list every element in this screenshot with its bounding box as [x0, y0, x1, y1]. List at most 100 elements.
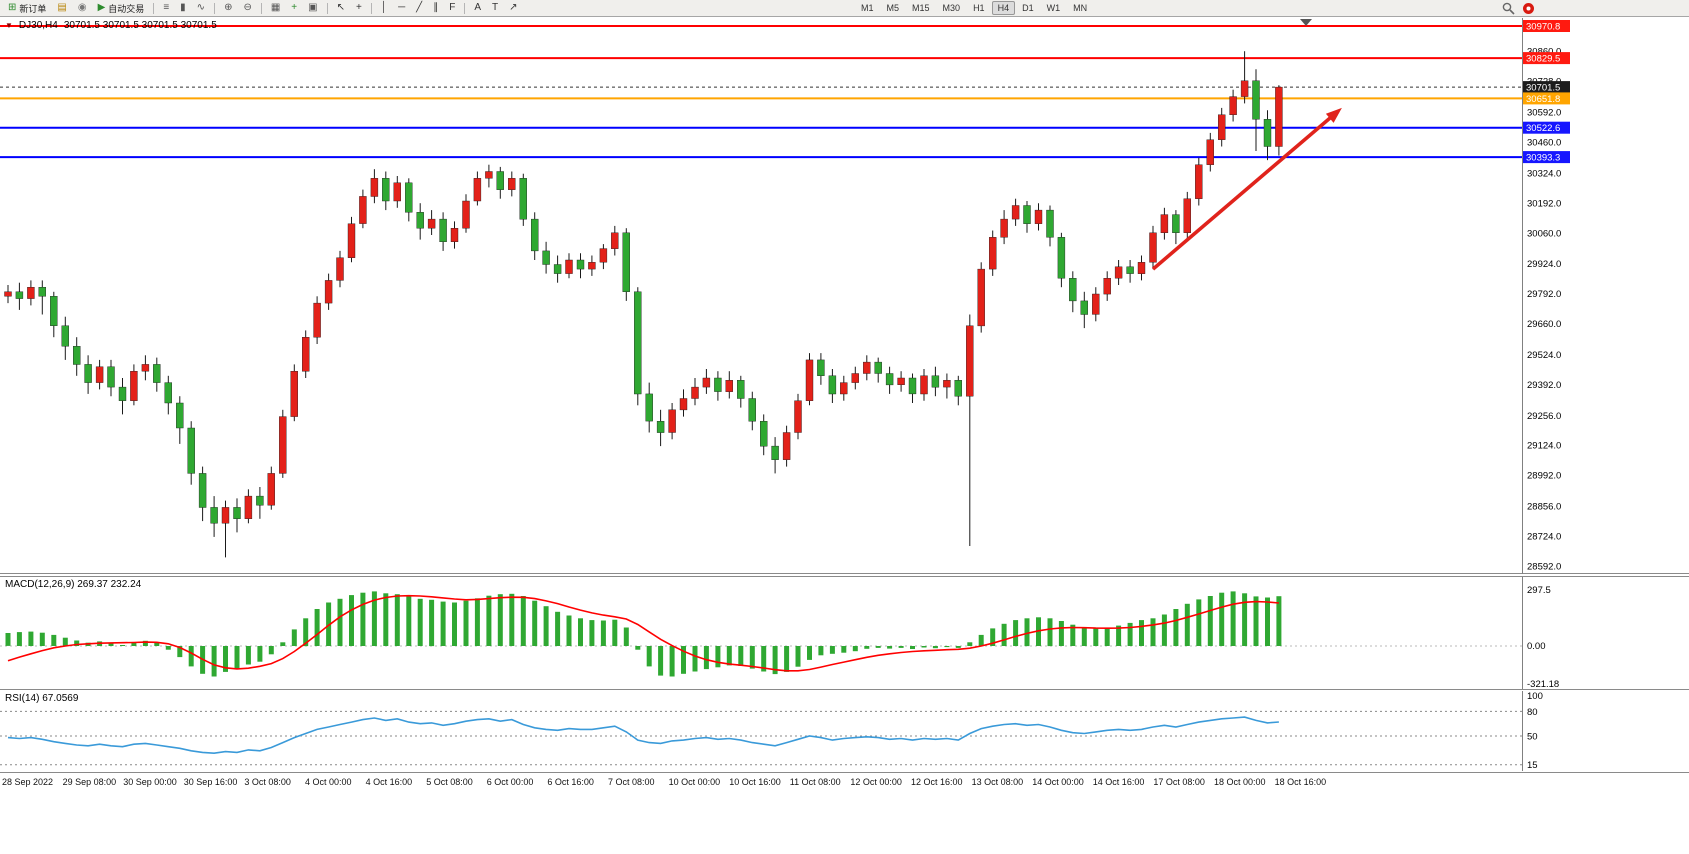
vertical-line-button[interactable]: │ — [376, 1, 392, 16]
time-label: 18 Oct 00:00 — [1214, 777, 1266, 787]
toolbar-separator — [153, 2, 155, 14]
cursor-button[interactable]: ↖ — [332, 1, 350, 16]
autotrade-icon: ▶ — [97, 2, 106, 13]
bar-chart-button[interactable]: ≡ — [158, 1, 174, 16]
horizontal-line-button[interactable]: ─ — [393, 1, 410, 16]
svg-text:29924.0: 29924.0 — [1527, 259, 1561, 270]
text-label-icon: T — [491, 2, 499, 13]
main-chart-canvas[interactable]: 30860.030728.030592.030460.030324.030192… — [0, 18, 1689, 574]
arrows-button[interactable]: ↗ — [504, 1, 522, 16]
timeframe-toolbar: M1 M5 M15 M30 H1 H4 D1 W1 MN — [855, 1, 1093, 15]
zoom-in-button[interactable]: ⊕ — [219, 1, 237, 16]
alert-icon[interactable] — [1522, 2, 1535, 15]
timeframe-w1-button[interactable]: W1 — [1041, 1, 1067, 15]
line-chart-button[interactable]: ∿ — [192, 1, 210, 16]
rsi-panel[interactable]: 100 80 50 15 RSI(14) 67.0569 — [0, 691, 1689, 773]
autotrade-button[interactable]: ▶ 自动交易 — [93, 1, 150, 16]
crosshair-icon: + — [355, 2, 362, 13]
macd-canvas[interactable]: 297.5 0.00 -321.18 — [0, 577, 1689, 689]
new-order-button[interactable]: ⊞ 新订单 — [3, 1, 51, 16]
svg-text:29660.0: 29660.0 — [1527, 319, 1561, 330]
rsi-line — [7, 716, 1279, 755]
rsi-canvas[interactable]: 100 80 50 15 — [0, 691, 1689, 771]
autotrade-button-label: 自动交易 — [108, 3, 145, 14]
time-axis[interactable]: 28 Sep 2022 29 Sep 08:00 30 Sep 00:00 30 Se… — [0, 773, 1689, 793]
time-label: 11 Oct 08:00 — [789, 777, 841, 787]
tile-windows-button[interactable]: ▦ — [266, 1, 285, 16]
timeframe-h4-button[interactable]: H4 — [991, 1, 1016, 15]
svg-text:29392.0: 29392.0 — [1527, 380, 1561, 391]
zoom-out-icon: ⊖ — [243, 2, 252, 13]
svg-text:30192.0: 30192.0 — [1527, 198, 1561, 209]
trend-arrow[interactable] — [1151, 107, 1342, 271]
svg-text:-321.18: -321.18 — [1527, 679, 1559, 689]
svg-text:28856.0: 28856.0 — [1527, 502, 1561, 513]
candles — [4, 51, 1283, 558]
horizontal-line-icon: ─ — [398, 2, 406, 13]
svg-text:30651.8: 30651.8 — [1526, 94, 1560, 105]
indicators-icon: + — [291, 2, 298, 13]
svg-text:29124.0: 29124.0 — [1527, 441, 1561, 452]
rsi-axis-labels: 100 80 50 15 — [1527, 691, 1543, 771]
time-label: 12 Oct 00:00 — [850, 777, 902, 787]
svg-text:29792.0: 29792.0 — [1527, 289, 1561, 300]
horizontal-level-lines[interactable] — [0, 25, 1522, 159]
price-badge — [1523, 121, 1570, 134]
timeframe-m5-button[interactable]: M5 — [881, 1, 906, 15]
text-icon: A — [474, 2, 481, 13]
text-label-button[interactable]: T — [487, 1, 503, 16]
svg-text:30829.5: 30829.5 — [1526, 54, 1560, 65]
timeframe-m15-button[interactable]: M15 — [906, 1, 936, 15]
arrows-icon: ↗ — [509, 2, 518, 13]
timeframe-m30-button[interactable]: M30 — [937, 1, 967, 15]
market-watch-button[interactable]: ▤ — [52, 1, 71, 16]
fibonacci-button[interactable]: F — [444, 1, 460, 16]
time-label: 6 Oct 16:00 — [547, 777, 594, 787]
time-label: 30 Sep 16:00 — [183, 777, 238, 787]
line-chart-icon: ∿ — [196, 2, 206, 13]
channel-icon: ∥ — [433, 2, 439, 13]
new-order-icon: ⊞ — [8, 2, 17, 13]
svg-text:15: 15 — [1527, 760, 1538, 771]
svg-text:297.5: 297.5 — [1527, 585, 1551, 596]
search-icon[interactable] — [1502, 2, 1515, 15]
indicators-button[interactable]: + — [286, 1, 302, 16]
new-order-button-label: 新订单 — [19, 3, 47, 14]
svg-text:28724.0: 28724.0 — [1527, 532, 1561, 543]
timeframe-mn-button[interactable]: MN — [1067, 1, 1093, 15]
trendline-button[interactable]: ╱ — [411, 1, 427, 16]
svg-text:30701.5: 30701.5 — [1526, 83, 1560, 94]
price-badge — [1523, 92, 1570, 105]
time-label: 30 Sep 00:00 — [123, 777, 177, 787]
svg-text:0.00: 0.00 — [1527, 641, 1546, 652]
navigator-button[interactable]: ◉ — [73, 1, 92, 16]
candlestick-chart-button[interactable]: ▮ — [175, 1, 191, 16]
price-badge — [1523, 81, 1570, 94]
channel-button[interactable]: ∥ — [428, 1, 443, 16]
toolbar-buttons: ⊞ 新订单 ▤ ◉ ▶ 自动交易 ≡ ▮ ∿ ⊕ ⊖ ▦ + ▣ ↖ + │ ─ ╱ ∥ F A T ↗ — [3, 1, 522, 16]
macd-axis-labels: 297.5 0.00 -321.18 — [1527, 585, 1559, 689]
cursor-icon: ↖ — [336, 2, 345, 13]
time-label: 12 Oct 16:00 — [911, 777, 963, 787]
templates-button[interactable]: ▣ — [303, 1, 322, 16]
zoom-out-button[interactable]: ⊖ — [238, 1, 256, 16]
svg-text:30522.6: 30522.6 — [1526, 123, 1560, 134]
time-label: 10 Oct 16:00 — [729, 777, 781, 787]
svg-text:30592.0: 30592.0 — [1527, 108, 1561, 119]
price-badge — [1523, 20, 1570, 32]
crosshair-button[interactable]: + — [351, 1, 367, 16]
bar-chart-icon: ≡ — [163, 2, 170, 13]
svg-text:29256.0: 29256.0 — [1527, 411, 1561, 422]
time-label: 29 Sep 08:00 — [62, 777, 117, 787]
macd-panel[interactable]: 297.5 0.00 -321.18 MACD(12,26,9) 269.37 23… — [0, 576, 1689, 690]
toolbar-separator — [464, 2, 466, 14]
main-chart-panel[interactable]: 30860.030728.030592.030460.030324.030192… — [0, 18, 1689, 574]
timeframe-m1-button[interactable]: M1 — [855, 1, 880, 15]
text-button[interactable]: A — [469, 1, 486, 16]
chart-shift-marker[interactable] — [1300, 19, 1312, 26]
rsi-level-lines — [0, 710, 1522, 766]
svg-text:28992.0: 28992.0 — [1527, 471, 1561, 482]
timeframe-h1-button[interactable]: H1 — [967, 1, 991, 15]
macd-signal-line — [7, 594, 1279, 672]
timeframe-d1-button[interactable]: D1 — [1016, 1, 1040, 15]
